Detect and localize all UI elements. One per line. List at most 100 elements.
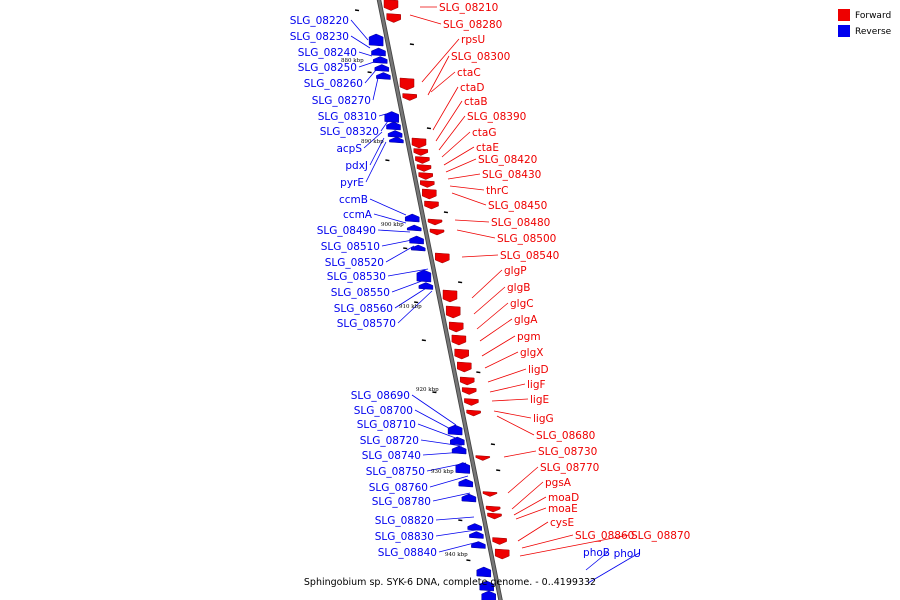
gene-label-reverse[interactable]: SLG_08310	[318, 111, 377, 123]
gene-label-reverse[interactable]: SLG_08840	[378, 547, 437, 559]
forward-gene[interactable]	[475, 455, 491, 461]
gene-label-forward[interactable]: ctaE	[476, 142, 499, 154]
gene-label-reverse[interactable]: SLG_08240	[298, 47, 357, 59]
reverse-gene[interactable]	[376, 72, 391, 80]
forward-gene[interactable]	[492, 537, 507, 545]
gene-label-forward[interactable]: cysE	[550, 517, 574, 529]
forward-gene[interactable]	[442, 289, 458, 303]
gene-label-reverse[interactable]: SLG_08550	[331, 287, 390, 299]
gene-label-forward[interactable]: SLG_08480	[491, 217, 550, 229]
gene-label-reverse[interactable]: SLG_08740	[362, 450, 421, 462]
forward-gene[interactable]	[494, 548, 510, 560]
gene-label-reverse[interactable]: pyrE	[340, 177, 364, 189]
forward-gene[interactable]	[464, 398, 479, 406]
forward-gene[interactable]	[451, 334, 467, 346]
gene-label-forward[interactable]: SLG_08390	[467, 111, 526, 123]
gene-label-reverse[interactable]: SLG_08320	[320, 126, 379, 138]
gene-label-forward[interactable]: SLG_08730	[538, 446, 597, 458]
forward-gene[interactable]	[424, 200, 439, 210]
gene-label-forward[interactable]: moaD	[548, 492, 579, 504]
forward-gene[interactable]	[485, 505, 501, 513]
gene-label-reverse[interactable]: SLG_08530	[327, 271, 386, 283]
gene-label-forward[interactable]: SLG_08540	[500, 250, 559, 262]
reverse-gene[interactable]	[387, 130, 403, 138]
gene-label-reverse[interactable]: phoB	[583, 547, 610, 559]
reverse-gene[interactable]	[406, 224, 422, 232]
reverse-gene[interactable]	[471, 541, 486, 549]
gene-label-forward[interactable]: glgC	[510, 298, 534, 310]
forward-gene[interactable]	[383, 0, 399, 11]
reverse-gene[interactable]	[368, 33, 384, 47]
forward-gene[interactable]	[482, 491, 498, 497]
reverse-gene[interactable]	[450, 436, 465, 446]
reverse-gene[interactable]	[447, 424, 463, 436]
forward-gene[interactable]	[411, 137, 427, 149]
reverse-gene[interactable]	[410, 244, 426, 252]
reverse-gene[interactable]	[461, 493, 477, 503]
gene-label-forward[interactable]: ctaG	[472, 127, 496, 139]
gene-label-reverse[interactable]: SLG_08490	[317, 225, 376, 237]
reverse-gene[interactable]	[374, 64, 390, 72]
reverse-gene[interactable]	[479, 580, 494, 592]
gene-label-reverse[interactable]: SLG_08220	[290, 15, 349, 27]
gene-label-forward[interactable]: glgB	[507, 282, 530, 294]
gene-label-forward[interactable]: ligD	[528, 364, 549, 376]
gene-label-forward[interactable]: SLG_08420	[478, 154, 537, 166]
gene-label-forward[interactable]: SLG_08210	[439, 2, 498, 14]
reverse-gene[interactable]	[384, 111, 399, 123]
gene-label-forward[interactable]: glgX	[520, 347, 543, 359]
forward-gene[interactable]	[454, 348, 469, 360]
reverse-gene[interactable]	[467, 523, 482, 531]
forward-gene[interactable]	[429, 228, 445, 236]
gene-label-reverse[interactable]: SLG_08270	[312, 95, 371, 107]
gene-label-reverse[interactable]: SLG_08710	[357, 419, 416, 431]
gene-label-reverse[interactable]: SLG_08720	[360, 435, 419, 447]
gene-label-reverse[interactable]: ccmA	[343, 209, 373, 221]
gene-label-forward[interactable]: ligF	[527, 379, 546, 391]
gene-label-forward[interactable]: SLG_08680	[536, 430, 595, 442]
forward-gene[interactable]	[448, 321, 464, 333]
forward-gene[interactable]	[413, 148, 429, 156]
gene-label-reverse[interactable]: SLG_08560	[334, 303, 393, 315]
gene-label-forward[interactable]: glgA	[514, 314, 538, 326]
gene-label-forward[interactable]: ctaD	[460, 82, 484, 94]
gene-label-reverse[interactable]: SLG_08820	[375, 515, 434, 527]
forward-gene[interactable]	[418, 172, 433, 180]
gene-label-forward[interactable]: ctaC	[457, 67, 481, 79]
forward-gene[interactable]	[445, 305, 461, 319]
gene-label-forward[interactable]: SLG_08860	[575, 530, 634, 542]
gene-label-forward[interactable]: rpsU	[461, 34, 485, 46]
forward-gene[interactable]	[457, 361, 472, 373]
gene-label-reverse[interactable]: SLG_08260	[304, 78, 363, 90]
gene-label-reverse[interactable]: SLG_08700	[354, 405, 413, 417]
gene-label-reverse[interactable]: ccmB	[339, 194, 368, 206]
gene-label-reverse[interactable]: pdxJ	[345, 160, 368, 172]
gene-label-forward[interactable]: glgP	[504, 265, 527, 277]
reverse-gene[interactable]	[416, 269, 432, 283]
reverse-gene[interactable]	[458, 478, 474, 488]
forward-gene[interactable]	[386, 13, 401, 23]
gene-label-forward[interactable]: moaE	[548, 503, 578, 515]
gene-label-forward[interactable]: ctaB	[464, 96, 488, 108]
reverse-gene[interactable]	[372, 56, 388, 64]
gene-label-forward[interactable]: SLG_08770	[540, 462, 599, 474]
reverse-gene[interactable]	[389, 136, 404, 144]
gene-label-reverse[interactable]: SLG_08520	[325, 257, 384, 269]
gene-label-reverse[interactable]: SLG_08690	[351, 390, 410, 402]
reverse-gene[interactable]	[418, 282, 434, 290]
reverse-gene[interactable]	[371, 47, 386, 57]
reverse-gene[interactable]	[404, 213, 420, 223]
gene-label-reverse[interactable]: SLG_08760	[369, 482, 428, 494]
gene-label-forward[interactable]: SLG_08280	[443, 19, 502, 31]
reverse-gene[interactable]	[469, 531, 484, 539]
forward-gene[interactable]	[415, 156, 430, 164]
forward-gene[interactable]	[461, 387, 477, 395]
forward-gene[interactable]	[487, 512, 502, 520]
gene-label-forward[interactable]: SLG_08430	[482, 169, 541, 181]
gene-label-reverse[interactable]: SLG_08230	[290, 31, 349, 43]
gene-label-forward[interactable]: pgm	[517, 331, 541, 343]
gene-label-forward[interactable]: thrC	[486, 185, 508, 197]
reverse-gene[interactable]	[386, 121, 401, 131]
gene-label-reverse[interactable]: phoU	[614, 548, 641, 560]
forward-gene[interactable]	[422, 188, 437, 200]
